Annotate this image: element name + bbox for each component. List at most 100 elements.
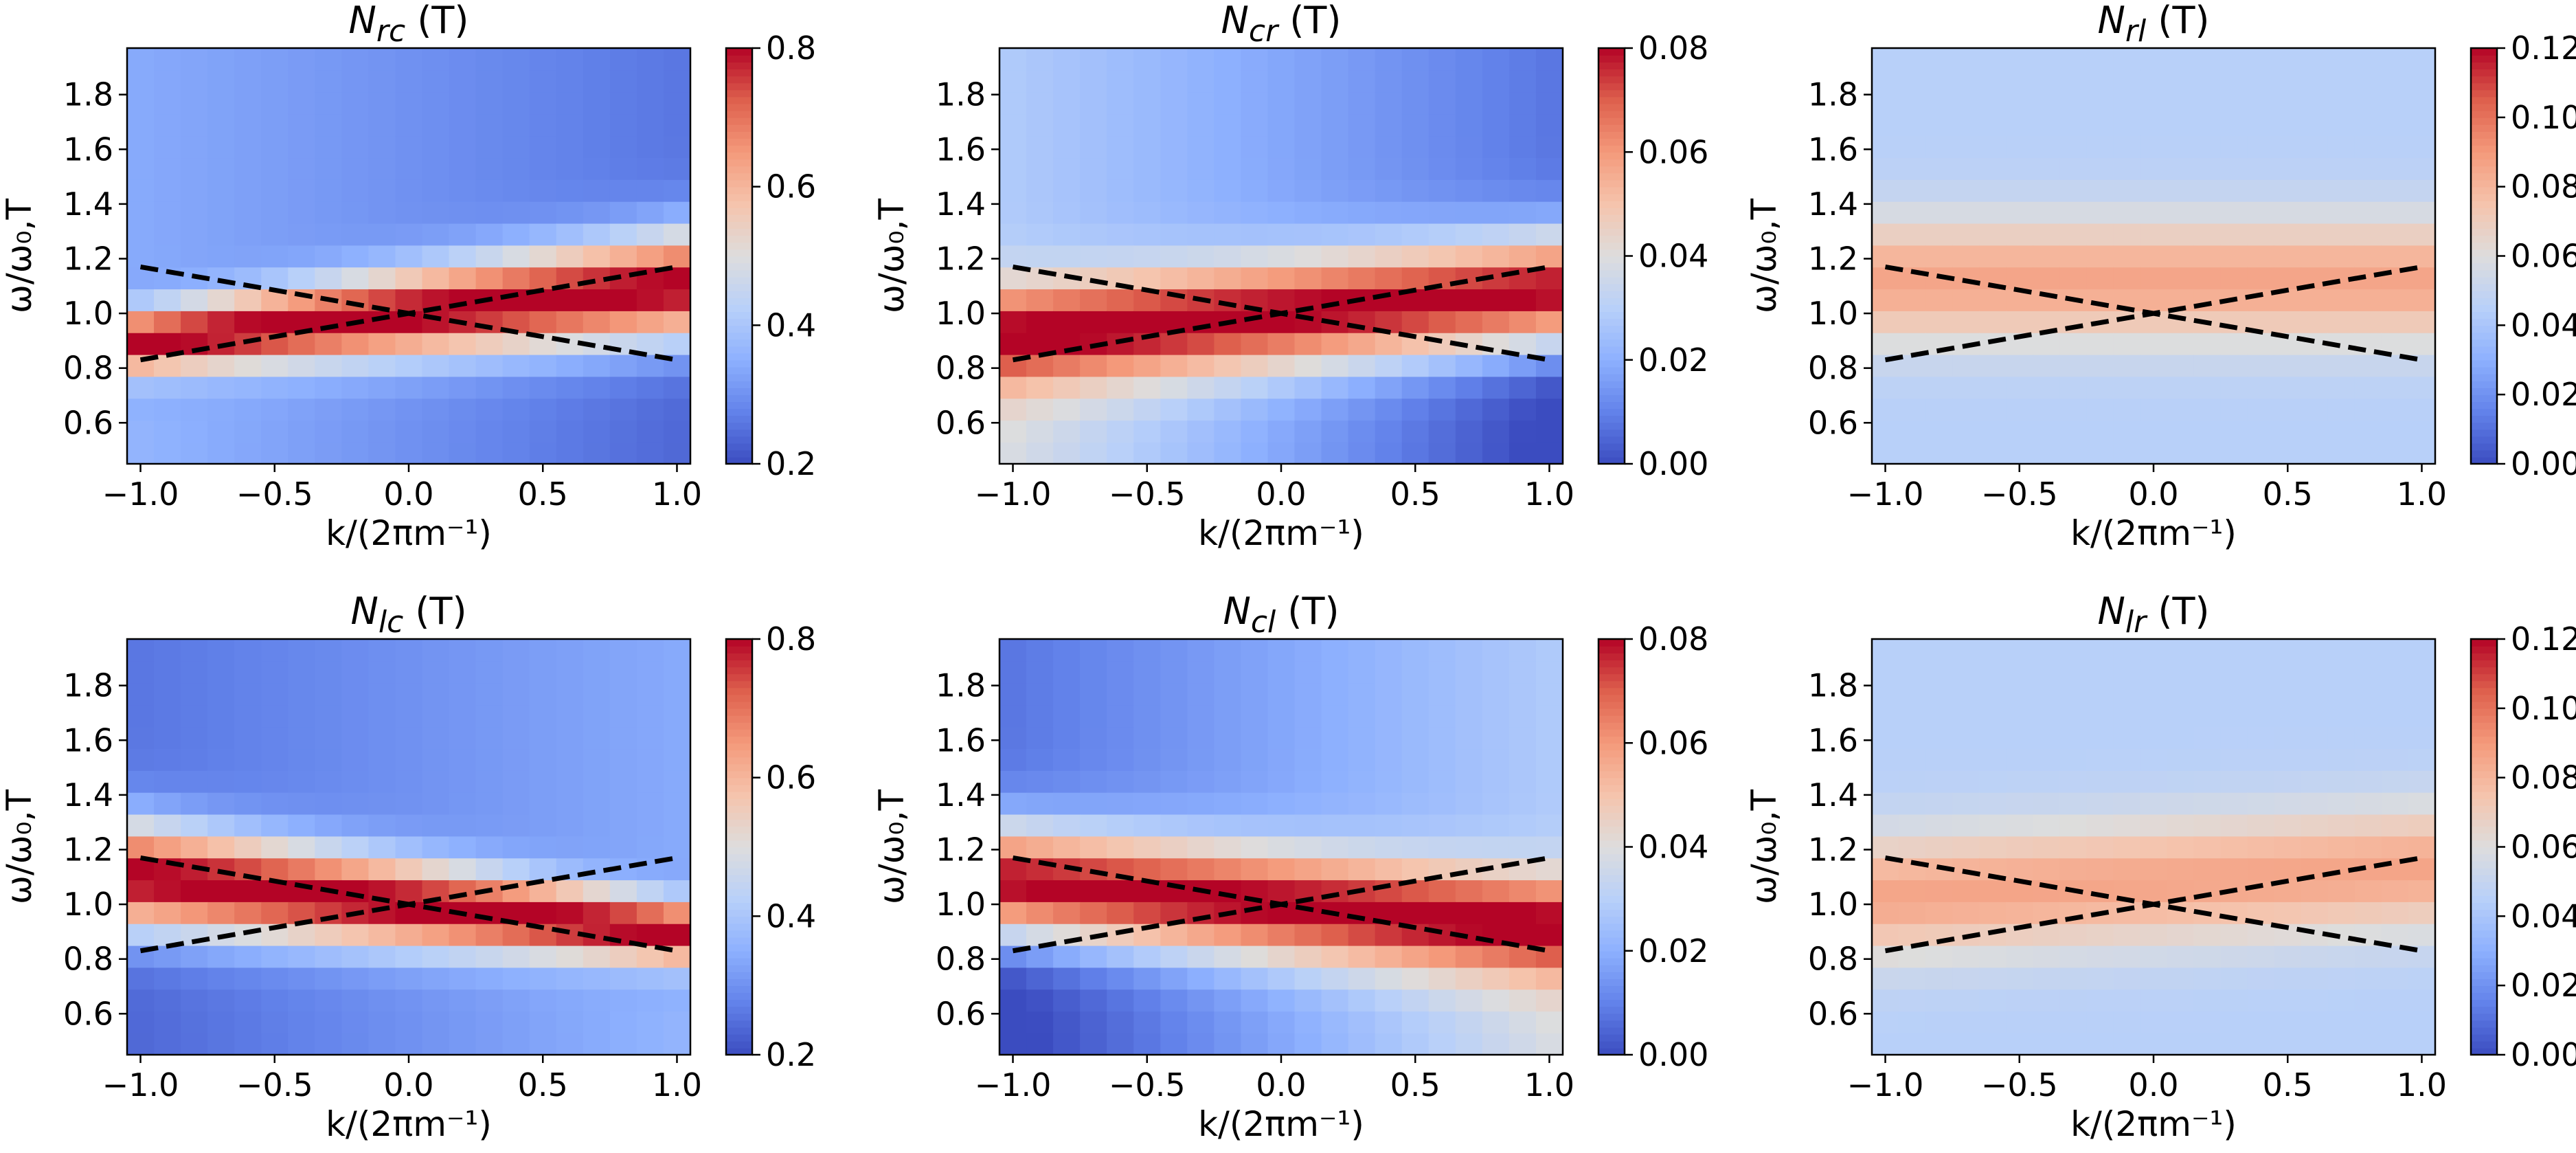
heatmap-cell — [1267, 748, 1296, 771]
heatmap-cell — [1080, 311, 1107, 333]
heatmap-cell — [529, 1011, 557, 1033]
heatmap-cell — [502, 157, 530, 180]
heatmap-cell — [2140, 201, 2168, 224]
heatmap-cell — [154, 836, 181, 859]
heatmap-cell — [1080, 135, 1107, 159]
heatmap-cell — [2274, 223, 2302, 246]
colorbar-band — [1598, 909, 1625, 917]
heatmap-cell — [207, 967, 235, 990]
heatmap-cell — [2327, 48, 2355, 71]
heatmap-cell — [2006, 267, 2034, 290]
colorbar-band — [2471, 902, 2497, 910]
heatmap-cell — [2140, 858, 2168, 881]
colorbar-tick-label: 0.02 — [1638, 932, 1708, 970]
heatmap-cell — [1375, 923, 1403, 946]
heatmap-cell — [2006, 989, 2034, 1012]
heatmap-cell — [2247, 354, 2275, 377]
heatmap-cell — [2354, 442, 2382, 464]
heatmap-cell — [2408, 748, 2436, 771]
heatmap-cell — [2327, 880, 2355, 902]
heatmap-cell — [1952, 398, 1980, 421]
heatmap-cell — [315, 1011, 343, 1033]
heatmap-cell — [2274, 792, 2302, 815]
heatmap-cell — [609, 442, 637, 464]
heatmap-cell — [2140, 354, 2168, 377]
heatmap-cell — [1509, 967, 1537, 990]
heatmap-cell — [2301, 682, 2329, 706]
heatmap-cell — [1321, 223, 1349, 246]
heatmap-cell — [2301, 91, 2329, 115]
heatmap-cell — [449, 836, 477, 859]
heatmap-cell — [2247, 91, 2275, 115]
heatmap-cell — [207, 289, 235, 311]
heatmap-cell — [1428, 989, 1456, 1012]
heatmap-cell — [529, 157, 557, 180]
heatmap-cell — [2193, 704, 2222, 728]
heatmap-cell — [583, 989, 611, 1012]
x-tick-label: 0.0 — [1256, 475, 1306, 513]
heatmap-cell — [1133, 792, 1162, 815]
heatmap-cell — [2274, 967, 2302, 990]
heatmap-cell — [234, 113, 262, 137]
heatmap-cell — [127, 923, 155, 946]
heatmap-cell — [1267, 1033, 1296, 1055]
heatmap-cell — [207, 748, 235, 771]
colorbar-band — [1598, 145, 1625, 153]
heatmap-cell — [529, 91, 557, 115]
x-tick-label: −0.5 — [236, 475, 313, 513]
heatmap-cell — [2167, 398, 2195, 421]
heatmap-cell — [2140, 660, 2168, 684]
heatmap-cell — [207, 639, 235, 662]
heatmap-cell — [1428, 91, 1456, 115]
colorbar-band — [726, 840, 752, 848]
colorbar-band — [726, 69, 752, 77]
heatmap-cell — [1160, 376, 1188, 399]
heatmap-cell — [2086, 267, 2114, 290]
heatmap-cell — [181, 157, 208, 180]
title-main: N — [2097, 0, 2125, 42]
heatmap-cell — [1509, 332, 1537, 355]
heatmap-cell — [502, 792, 530, 815]
heatmap-cell — [529, 836, 557, 859]
heatmap-cell — [1979, 704, 2007, 728]
heatmap-cell — [1267, 989, 1296, 1012]
heatmap-cell — [529, 770, 557, 793]
heatmap-cell — [1267, 726, 1296, 750]
heatmap-cell — [1872, 880, 1899, 902]
heatmap-cell — [2408, 442, 2436, 464]
colorbar-band — [726, 957, 752, 965]
heatmap-cell — [2086, 179, 2114, 202]
colorbar-band — [1598, 923, 1625, 931]
colorbar-tick-label: 0.02 — [1638, 342, 1708, 379]
colorbar-band — [726, 242, 752, 250]
heatmap-cell — [2381, 289, 2409, 311]
heatmap-cell — [529, 376, 557, 399]
heatmap-cell — [475, 748, 504, 771]
heatmap-cell — [2193, 135, 2222, 159]
colorbar-tick-label: 0.08 — [1638, 620, 1708, 658]
heatmap-cell — [207, 858, 235, 881]
heatmap-cell — [2193, 157, 2222, 180]
heatmap-cell — [1267, 858, 1296, 881]
heatmap-cell — [1925, 1011, 1953, 1033]
heatmap-cell — [2113, 704, 2141, 728]
heatmap-cell — [261, 311, 289, 333]
heatmap-cell — [449, 113, 477, 137]
heatmap-cell — [2193, 48, 2222, 71]
heatmap-cell — [127, 836, 155, 859]
heatmap-cell — [1080, 967, 1107, 990]
heatmap-cell — [368, 770, 396, 793]
heatmap-cell — [2167, 332, 2195, 355]
colorbar-band — [2471, 304, 2497, 312]
heatmap-cell — [2193, 420, 2222, 443]
heatmap-cell — [2381, 201, 2409, 224]
heatmap-cell — [556, 770, 584, 793]
heatmap-cell — [475, 1011, 504, 1033]
title-subscript: cl — [1251, 605, 1276, 640]
heatmap-cell — [1348, 267, 1376, 290]
heatmap-cell — [2140, 1033, 2168, 1055]
heatmap-cell — [2220, 201, 2248, 224]
colorbar-band — [1598, 826, 1625, 834]
heatmap-cell — [1979, 420, 2007, 443]
heatmap-cell — [234, 792, 262, 815]
